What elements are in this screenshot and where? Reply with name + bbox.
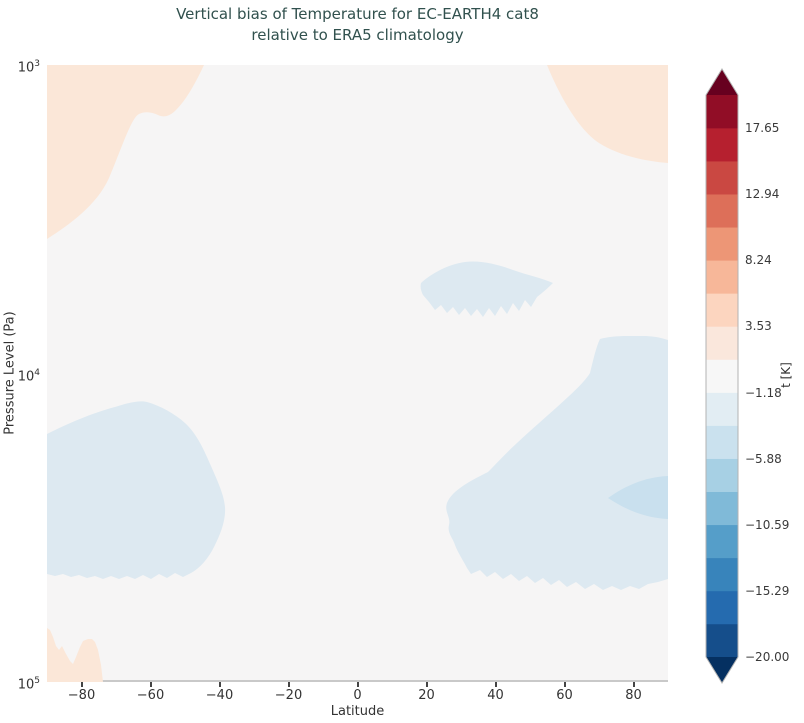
x-tick-mark [632,682,635,687]
colorbar-segment [706,94,738,129]
colorbar-over-arrow [706,69,738,95]
x-tick-mark [287,682,290,687]
colorbar-segment [706,557,738,592]
x-tick-label: 40 [487,688,504,703]
x-tick-mark [494,682,497,687]
colorbar-tick-label: −10.59 [745,517,790,532]
colorbar-tick-label: −1.18 [745,385,782,400]
x-tick-label: −40 [205,688,234,703]
colorbar-tick-label: −15.29 [745,583,790,598]
contour-plot [47,65,668,682]
colorbar-tick-label: 8.24 [745,253,772,268]
colorbar-segment [706,160,738,195]
colorbar-tick-label: −5.88 [745,451,782,466]
x-tick-mark [80,682,83,687]
region-cool-tropics-mid [420,261,553,317]
colorbar-segment [706,226,738,261]
colorbar-tick-label: 12.94 [745,187,780,202]
colorbar-outline [705,68,739,684]
x-axis-label: Latitude [330,704,385,719]
colorbar-segment [706,293,738,327]
colorbar-segment [706,524,738,559]
x-tick-mark [425,682,428,687]
region-warm-upper-left [47,65,204,239]
plot-area [47,65,668,682]
region-cool-north-low [446,336,668,590]
x-tick-mark [218,682,221,687]
chart-title-line2: relative to ERA5 climatology [251,26,464,44]
x-tick-label: −80 [67,688,96,703]
x-tick-label: −60 [136,688,165,703]
region-warm-upper-right [547,65,668,163]
x-tick-mark [563,682,566,687]
colorbar-segment [706,326,738,360]
chart-title-line1: Vertical bias of Temperature for EC-EART… [176,5,539,23]
colorbar-segment [706,193,738,228]
colorbar-segment [706,491,738,526]
colorbar [705,68,739,684]
region-cool-north-core [608,476,668,519]
x-tick-label: 20 [418,688,435,703]
colorbar-segment [706,590,738,625]
y-tick-label: 105 [17,676,40,693]
colorbar-segment [706,458,738,493]
x-tick-label: 80 [625,688,642,703]
x-tick-label: 0 [353,688,362,703]
colorbar-segment [706,392,738,426]
y-tick-label: 103 [17,59,40,76]
region-warm-bottom-left [47,628,103,682]
x-tick-label: −20 [274,688,303,703]
colorbar-segment [706,359,738,393]
x-tick-label: 60 [556,688,573,703]
colorbar-tick-label: 3.53 [745,319,772,334]
x-tick-mark [356,682,359,687]
colorbar-segment [706,127,738,162]
colorbar-label: t [K] [779,362,793,388]
chart-title: Vertical bias of Temperature for EC-EART… [47,4,668,46]
x-tick-mark [149,682,152,687]
region-cool-south-mid [47,401,226,579]
y-tick-label: 104 [17,367,40,384]
colorbar-under-arrow [706,657,738,683]
colorbar-tick-label: 17.65 [745,121,780,136]
colorbar-segment [706,425,738,459]
colorbar-tick-label: −20.00 [745,650,790,664]
colorbar-segment [706,623,738,658]
colorbar-segment [706,259,738,294]
